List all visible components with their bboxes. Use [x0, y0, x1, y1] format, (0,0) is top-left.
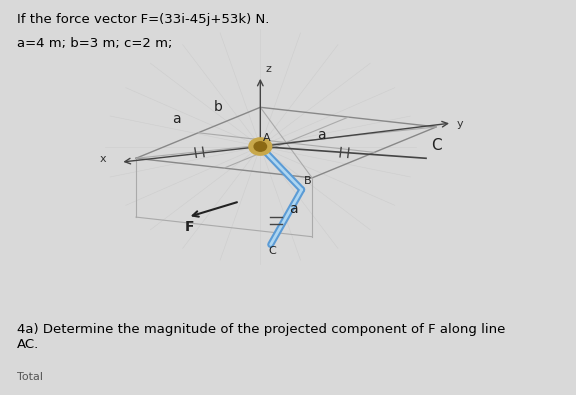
Circle shape	[249, 138, 272, 155]
Text: C: C	[268, 246, 276, 256]
Text: z: z	[266, 64, 271, 74]
Text: B: B	[304, 176, 312, 186]
Text: x: x	[100, 154, 107, 164]
Text: If the force vector F=(33i-45j+53k) N.: If the force vector F=(33i-45j+53k) N.	[17, 13, 270, 26]
Text: a: a	[172, 112, 181, 126]
Text: 4a) Determine the magnitude of the projected component of F along line
AC.: 4a) Determine the magnitude of the proje…	[17, 323, 505, 351]
Text: C: C	[431, 138, 442, 153]
Text: a: a	[289, 202, 297, 216]
Text: A: A	[263, 133, 271, 143]
Text: y: y	[457, 119, 464, 129]
Text: a: a	[317, 128, 326, 142]
Text: Total: Total	[17, 372, 43, 382]
Text: b: b	[214, 100, 222, 114]
Circle shape	[254, 142, 267, 151]
Text: a=4 m; b=3 m; c=2 m;: a=4 m; b=3 m; c=2 m;	[17, 37, 172, 50]
Text: F: F	[185, 220, 195, 234]
